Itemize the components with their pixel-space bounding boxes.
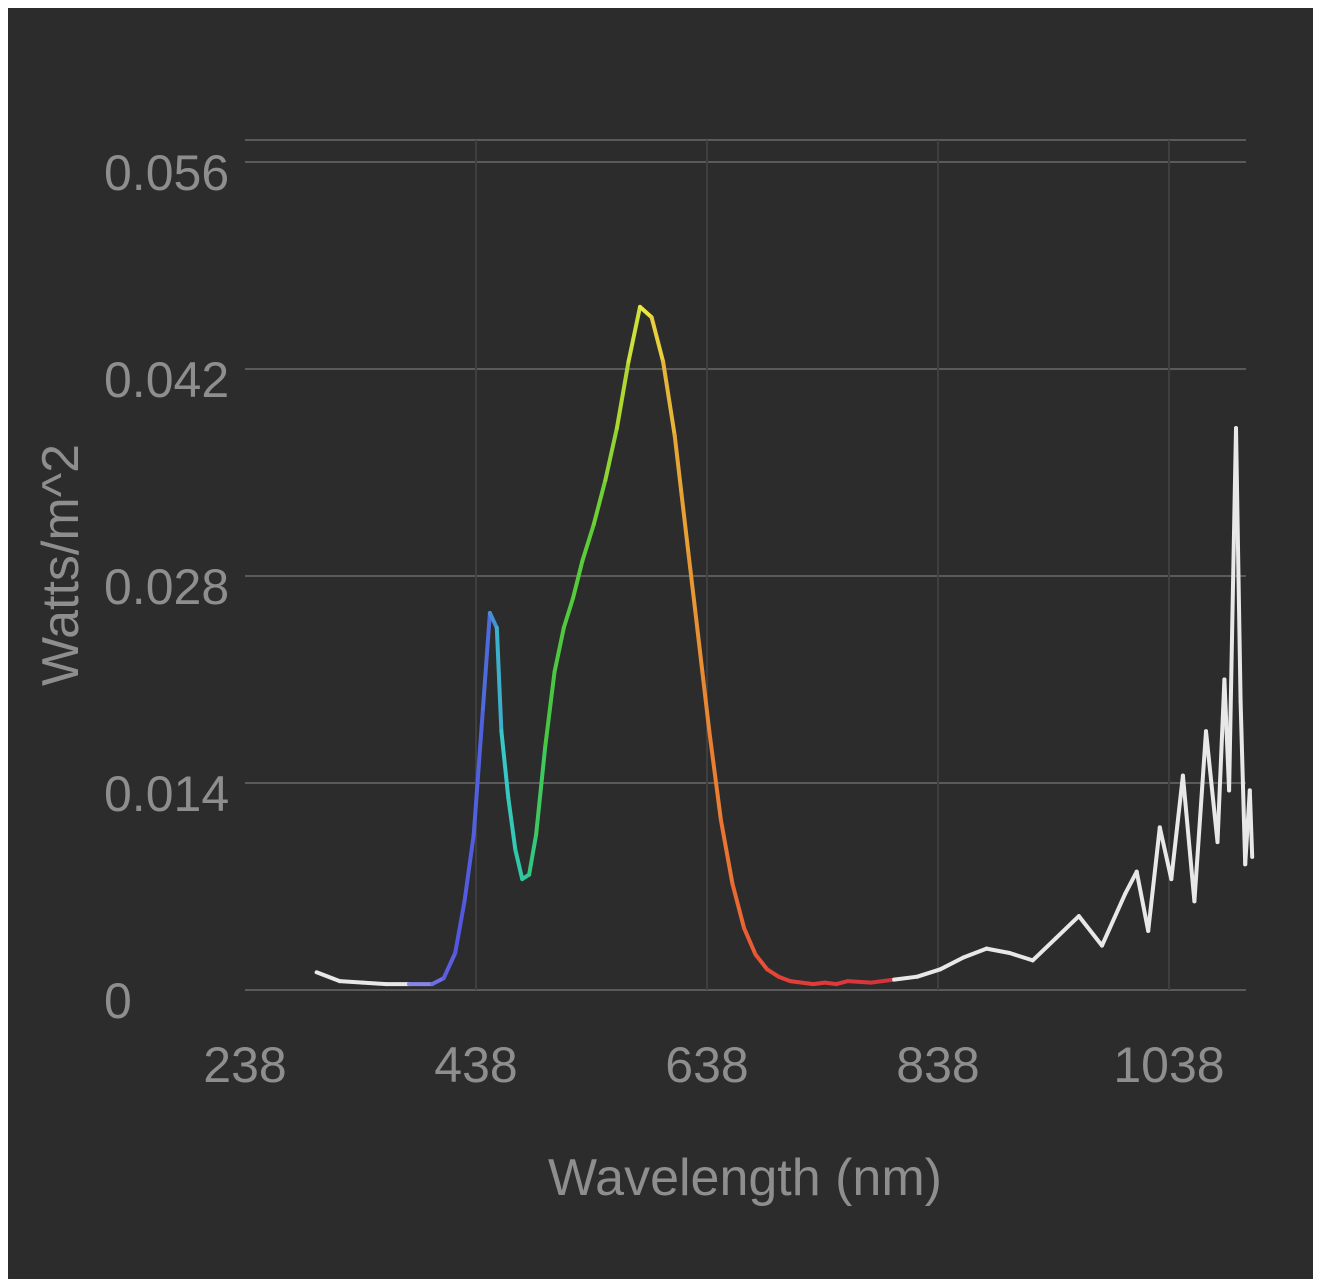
spectrum-segment bbox=[693, 611, 705, 675]
spectrum-segment bbox=[580, 522, 596, 564]
spectrum-segment bbox=[571, 559, 585, 601]
spectrum-segment bbox=[1123, 869, 1139, 896]
x-tick-label: 838 bbox=[896, 1037, 979, 1093]
spectrum-segment bbox=[869, 977, 897, 985]
grid bbox=[245, 139, 1246, 991]
spectrum-segment bbox=[938, 955, 966, 972]
spectrum-segment bbox=[480, 611, 492, 712]
spectrum-segment bbox=[626, 304, 642, 364]
spectrum-segment bbox=[1180, 773, 1197, 904]
spectrum-series bbox=[314, 304, 1255, 987]
spectrum-segment bbox=[527, 832, 539, 877]
spectrum-segment bbox=[499, 729, 511, 800]
spectrum-segment bbox=[1007, 951, 1035, 963]
spectrum-segment bbox=[513, 847, 525, 882]
spectrum-segment bbox=[1157, 825, 1174, 882]
spectrum-segment bbox=[1215, 677, 1227, 845]
y-tick-label: 0.042 bbox=[104, 352, 229, 408]
spectrum-segment bbox=[638, 304, 654, 320]
spectrum-segment bbox=[672, 433, 684, 497]
chart-panel bbox=[8, 8, 1313, 1279]
spectrum-segment bbox=[1146, 825, 1162, 933]
spectrum-segment bbox=[700, 670, 712, 734]
x-tick-label: 238 bbox=[203, 1037, 286, 1093]
spectrum-segment bbox=[360, 980, 388, 987]
y-tick-label: 0 bbox=[104, 973, 132, 1029]
spectrum-segment bbox=[961, 946, 989, 960]
spectrum-segment bbox=[561, 596, 575, 630]
spectrum-segment bbox=[742, 925, 758, 957]
spectrum-segment bbox=[314, 970, 342, 984]
y-tick-label: 0.014 bbox=[104, 766, 229, 822]
spectrum-segment bbox=[1030, 936, 1058, 963]
spectrum-segment bbox=[1053, 914, 1081, 941]
spectrum-segment bbox=[776, 974, 793, 984]
spectrum-segment bbox=[1204, 729, 1220, 845]
spectrum-segment bbox=[487, 611, 499, 630]
spectrum-segment bbox=[686, 551, 698, 615]
spectrum-segment bbox=[1234, 426, 1243, 704]
x-axis-title: Wavelength (nm) bbox=[548, 1149, 942, 1207]
spectrum-segment bbox=[552, 625, 566, 675]
spectrum-segment bbox=[1169, 773, 1185, 882]
spectrum-segment bbox=[661, 359, 677, 438]
spectrum-segment bbox=[430, 976, 446, 987]
spectrum-segment bbox=[753, 952, 770, 972]
spectrum-segment bbox=[1192, 729, 1208, 904]
x-axis-ticks: 238 438 638 838 1038 bbox=[203, 1037, 1224, 1093]
spectrum-segment bbox=[506, 795, 518, 852]
spectrum-segment bbox=[649, 315, 666, 364]
spectrum-segment bbox=[441, 951, 458, 981]
x-tick-label: 1038 bbox=[1113, 1037, 1224, 1093]
spectrum-segment bbox=[845, 979, 873, 985]
spectrum-segment bbox=[1100, 891, 1128, 948]
spectrum-segment bbox=[543, 670, 557, 748]
spectrum-segment bbox=[1247, 788, 1255, 859]
x-tick-label: 638 bbox=[665, 1037, 748, 1093]
spectrum-segment bbox=[984, 946, 1012, 955]
spectrum-segment bbox=[534, 744, 548, 837]
spectrum-segment bbox=[765, 967, 781, 979]
spectrum-segment bbox=[1076, 914, 1104, 948]
spectrum-segment bbox=[494, 625, 504, 734]
spectrum-segment bbox=[337, 979, 365, 985]
y-tick-label: 0.056 bbox=[104, 145, 229, 201]
y-tick-label: 0.028 bbox=[104, 559, 229, 615]
spectrum-segment bbox=[892, 974, 920, 982]
spectrum-segment bbox=[614, 359, 631, 431]
spectrum-segment bbox=[707, 729, 723, 822]
y-axis-ticks: 0 0.014 0.028 0.042 0.056 bbox=[104, 145, 229, 1029]
spectrum-segment bbox=[453, 899, 467, 955]
spectrum-segment bbox=[1134, 869, 1151, 933]
spectrum-segment bbox=[679, 492, 691, 556]
spectrum-segment bbox=[603, 426, 619, 482]
spectrum-segment bbox=[1238, 699, 1248, 867]
spectrum-segment bbox=[718, 818, 735, 886]
spectrum-segment bbox=[471, 707, 485, 837]
spectrum-segment bbox=[591, 477, 608, 527]
x-tick-label: 438 bbox=[434, 1037, 517, 1093]
spectrum-segment bbox=[915, 967, 943, 979]
spectrum-segment bbox=[1227, 426, 1238, 793]
y-axis-title: Watts/m^2 bbox=[32, 444, 90, 686]
spectrum-segment bbox=[462, 832, 476, 904]
spectrum-segment bbox=[730, 881, 746, 930]
